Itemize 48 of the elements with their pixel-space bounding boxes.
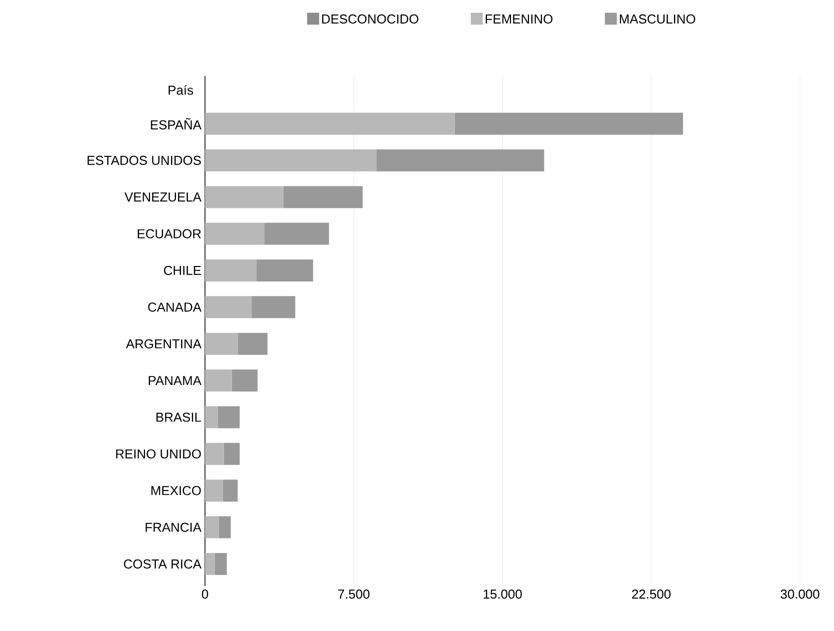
y-tick-label: REINO UNIDO: [116, 449, 201, 458]
y-tick-label: CHILE: [164, 266, 201, 276]
bar: [205, 112, 455, 135]
bar: [205, 552, 215, 575]
bar: [205, 406, 218, 428]
y-tick-label: FRANCIA: [146, 522, 202, 532]
bar: [283, 186, 363, 208]
bar: [454, 112, 683, 135]
y-tick-label: VENEZUELA: [124, 192, 202, 202]
bar: [256, 259, 314, 282]
bar: [224, 442, 240, 465]
y-tick-label: BRASIL: [156, 412, 202, 422]
y-tick-label: ARGENTINA: [126, 339, 202, 348]
bar: [205, 516, 219, 538]
bar: [205, 332, 238, 355]
y-axis-title: País: [168, 85, 194, 95]
y-tick-label: ECUADOR: [138, 229, 201, 238]
y-tick-label: MEXICO: [151, 486, 201, 496]
bar: [376, 149, 544, 172]
bar: [205, 259, 257, 282]
bar: [252, 296, 296, 318]
x-tick-label: 30.000: [780, 590, 820, 599]
y-tick-label: PANAMA: [148, 376, 202, 385]
y-tick-label: ESPAÑA: [150, 118, 202, 130]
bar: [205, 222, 264, 245]
x-tick-label: 22.500: [632, 590, 671, 599]
x-tick-label: 0: [202, 590, 208, 599]
bar: [205, 149, 377, 172]
bar: [214, 552, 227, 575]
legend-label: DESCONOCIDO: [322, 14, 418, 24]
bar: [205, 480, 223, 502]
bar: [205, 186, 284, 208]
bar: [218, 516, 231, 538]
bar: [222, 480, 238, 502]
bar: [218, 406, 240, 428]
bar: [205, 442, 224, 465]
y-tick-label: ESTADOS UNIDOS: [88, 156, 201, 165]
legend-label: FEMENINO: [486, 14, 552, 24]
bar: [232, 370, 258, 392]
legend-label: MASCULINO: [620, 14, 696, 24]
bar: [264, 222, 329, 245]
y-tick-label: CANADA: [148, 302, 202, 312]
y-tick-label: COSTA RICA: [124, 559, 202, 569]
bar: [205, 370, 232, 392]
bar: [238, 332, 268, 355]
bar: [205, 296, 252, 318]
x-tick-label: 15.000: [484, 590, 522, 599]
x-tick-label: 7.500: [338, 590, 370, 599]
